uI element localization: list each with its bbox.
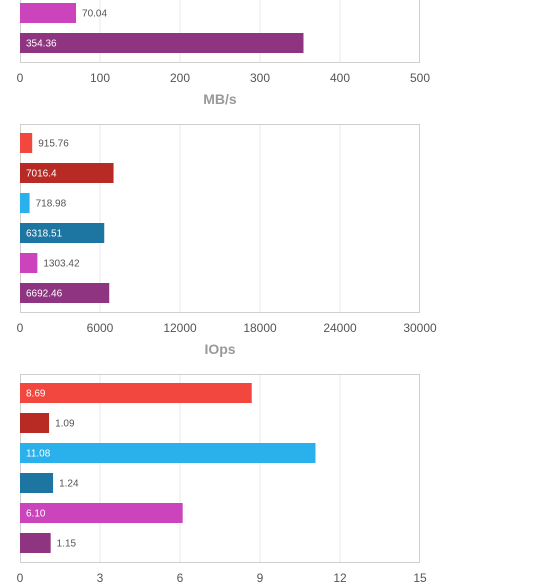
- bar-value-label: 70.04: [82, 9, 107, 20]
- tick-label: 400: [330, 71, 350, 85]
- bar: [20, 33, 304, 53]
- bar: [20, 473, 54, 493]
- tick-label: 0: [17, 321, 24, 335]
- bar: [20, 193, 30, 213]
- bar-value-label: 6318.51: [26, 229, 63, 240]
- tick-label: 9: [257, 571, 264, 585]
- x-axis-label: IOps: [204, 341, 235, 357]
- bar: [20, 413, 50, 433]
- bar: [20, 533, 51, 553]
- bar-value-label: 1.24: [59, 479, 79, 490]
- bar-value-label: 8.69: [26, 389, 46, 400]
- tick-label: 12000: [163, 321, 197, 335]
- bar: [20, 133, 33, 153]
- bar-value-label: 6.10: [26, 509, 46, 520]
- bar-value-label: 11.08: [26, 449, 51, 460]
- tick-label: 6000: [87, 321, 114, 335]
- plot-frame: [20, 0, 420, 63]
- bar: [20, 443, 316, 463]
- bar: [20, 223, 105, 243]
- bar: [20, 163, 114, 183]
- bar-value-label: 915.76: [38, 139, 69, 150]
- x-axis-label: MB/s: [203, 91, 237, 107]
- tick-label: 12: [333, 571, 347, 585]
- bar: [20, 3, 77, 23]
- tick-label: 6: [177, 571, 184, 585]
- bar: [20, 383, 252, 403]
- bar: [20, 283, 110, 303]
- tick-label: 30000: [403, 321, 437, 335]
- bar-value-label: 1303.42: [43, 259, 80, 270]
- chart-3: 8.69 1.09 11.08 1.24 6.10 1.15 0 3 6 9 12 15: [17, 374, 427, 585]
- tick-label: 0: [17, 71, 24, 85]
- chart-2: 915.76 7016.4 718.98 6318.51 1303.42 6692.46 0…: [17, 124, 437, 357]
- tick-label: 200: [170, 71, 190, 85]
- bar-value-label: 1.15: [57, 539, 77, 550]
- tick-label: 15: [413, 571, 427, 585]
- tick-label: 3: [97, 571, 104, 585]
- tick-label: 100: [90, 71, 110, 85]
- bar-value-label: 7016.4: [26, 169, 57, 180]
- tick-label: 18000: [243, 321, 277, 335]
- bar: [20, 253, 38, 273]
- tick-label: 500: [410, 71, 430, 85]
- plot-frame: [20, 124, 420, 313]
- bar: [20, 503, 183, 523]
- bar-value-label: 718.98: [36, 199, 67, 210]
- tick-label: 0: [17, 571, 24, 585]
- bar-value-label: 354.36: [26, 39, 57, 50]
- chart-1: 70.04 354.36 0 100 200 300 400 500 MB/s: [17, 0, 430, 107]
- tick-label: 300: [250, 71, 270, 85]
- bar-value-label: 1.09: [55, 419, 75, 430]
- tick-label: 24000: [323, 321, 357, 335]
- bar-value-label: 6692.46: [26, 289, 63, 300]
- plot-frame: [20, 374, 420, 563]
